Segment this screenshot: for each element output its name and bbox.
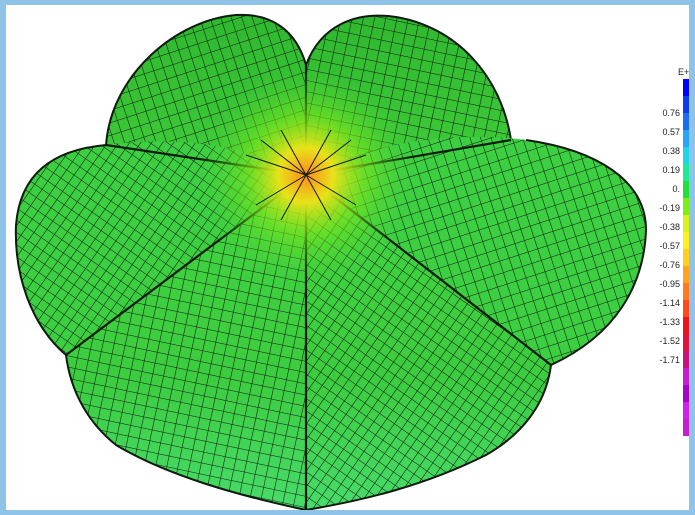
legend-tick-label: -1.71 (659, 355, 680, 365)
legend-swatch (683, 419, 689, 436)
legend-color-bar (683, 79, 689, 436)
fem-viewport[interactable]: E+3 0.76 0.57 0.38 0.19 0. -0.19 -0.38 -0.57 -0.… (6, 5, 689, 510)
legend-tick-label: -0.57 (659, 241, 680, 251)
legend-tick-label: -1.14 (659, 298, 680, 308)
legend-swatch (683, 249, 689, 266)
legend-swatch (683, 402, 689, 419)
legend-swatch (683, 113, 689, 130)
shell-model-render[interactable] (6, 5, 689, 510)
legend-tick-label: -1.33 (659, 317, 680, 327)
legend-tick-label: 0.57 (662, 127, 680, 137)
legend-swatch (683, 351, 689, 368)
legend-swatch (683, 317, 689, 334)
legend-tick-label: 0.38 (662, 146, 680, 156)
legend-swatch (683, 130, 689, 147)
legend-tick-label: -0.19 (659, 203, 680, 213)
legend-tick-label: 0.76 (662, 108, 680, 118)
color-scale-legend: E+3 0.76 0.57 0.38 0.19 0. -0.19 -0.38 -0.57 -0.… (646, 67, 689, 447)
legend-tick-label: -0.76 (659, 260, 680, 270)
legend-swatch (683, 334, 689, 351)
legend-swatch (683, 300, 689, 317)
legend-tick-label: 0.19 (662, 165, 680, 175)
legend-swatch (683, 283, 689, 300)
apex-radial-lines (245, 129, 367, 221)
legend-swatch (683, 368, 689, 385)
legend-tick-label: 0. (672, 184, 680, 194)
legend-swatch (683, 96, 689, 113)
legend-swatch (683, 385, 689, 402)
legend-swatch (683, 79, 689, 96)
legend-swatch (683, 198, 689, 215)
legend-swatch (683, 266, 689, 283)
legend-swatch (683, 215, 689, 232)
legend-swatch (683, 181, 689, 198)
legend-swatch (683, 147, 689, 164)
legend-swatch (683, 232, 689, 249)
legend-tick-label: -1.52 (659, 336, 680, 346)
legend-swatch (683, 164, 689, 181)
legend-tick-label: -0.95 (659, 279, 680, 289)
legend-tick-label: -0.38 (659, 222, 680, 232)
legend-exponent: E+3 (678, 67, 689, 77)
